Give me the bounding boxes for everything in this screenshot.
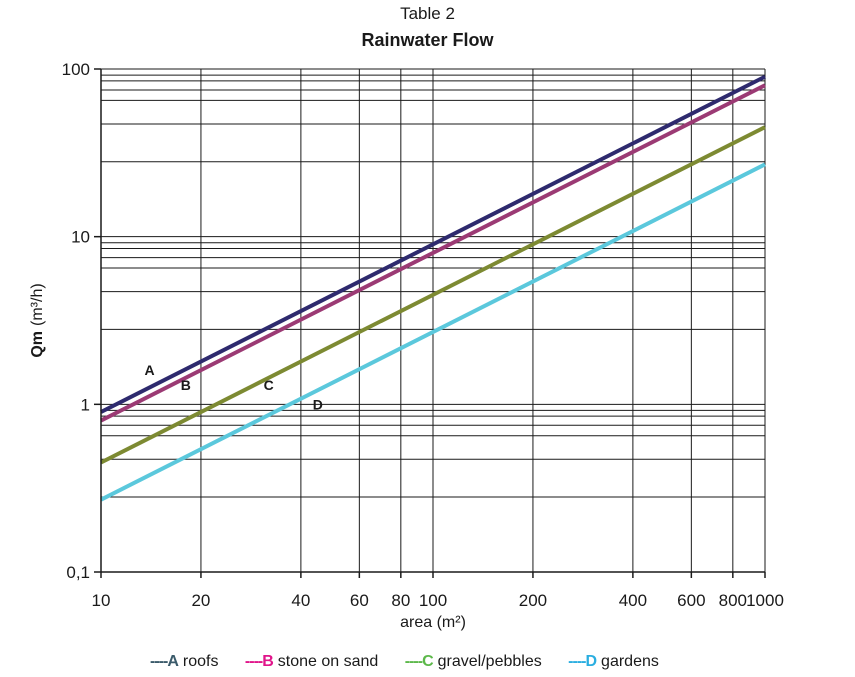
y-tick-label: 10 xyxy=(71,228,90,247)
chart-title: Table 2 xyxy=(400,4,455,23)
legend-label-b: stone on sand xyxy=(277,653,379,670)
x-tick-label: 40 xyxy=(291,591,310,610)
series-label-a: A xyxy=(144,362,154,378)
x-axis-label: area (m²) xyxy=(400,614,466,631)
legend-label-c: gravel/pebbles xyxy=(437,653,542,670)
axes: 0,1 1 10 100 10 20 40 60 80 100 200 400 600 800 1000 ar… xyxy=(29,60,784,631)
legend: ----A roofs ----B stone on sand ----C grave… xyxy=(150,653,681,671)
x-tick-label: 20 xyxy=(191,591,210,610)
x-tick-label: 10 xyxy=(92,591,111,610)
legend-dash-d: ---- xyxy=(568,653,586,670)
series-label-d: D xyxy=(313,396,323,412)
legend-item-a: ----A roofs xyxy=(150,653,218,671)
legend-item-d: ----D gardens xyxy=(568,653,659,671)
x-tick-label: 1000 xyxy=(746,591,784,610)
x-tick-label: 100 xyxy=(419,591,447,610)
y-axis-label-unit: (m³/h) xyxy=(29,283,46,326)
series-line-d xyxy=(100,162,766,502)
series-line-a xyxy=(100,74,766,414)
legend-key-d: D xyxy=(585,653,598,670)
y-tick-label: 0,1 xyxy=(66,563,90,582)
x-tick-label: 400 xyxy=(619,591,647,610)
x-tick-label: 600 xyxy=(677,591,705,610)
y-tick-label: 100 xyxy=(62,60,90,79)
legend-key-c: C xyxy=(422,653,434,670)
legend-key-b: B xyxy=(262,653,274,670)
x-tick-label: 200 xyxy=(519,591,547,610)
series-layer: A B C D xyxy=(100,74,766,502)
legend-key-a: A xyxy=(167,653,179,670)
y-axis-label-quantity: Qm xyxy=(29,331,46,358)
legend-item-c: ----C gravel/pebbles xyxy=(405,653,542,671)
series-line-c xyxy=(100,125,766,465)
legend-dash-c: ---- xyxy=(404,653,423,670)
rainwater-flow-chart: A B C D 0,1 1 10 100 10 20 40 60 80 100 200 400 600 800 1… xyxy=(29,60,784,631)
chart-subtitle: Rainwater Flow xyxy=(361,30,494,50)
y-tick-label: 1 xyxy=(81,395,90,414)
series-label-c: C xyxy=(264,377,274,393)
legend-item-b: ----B stone on sand xyxy=(245,653,378,671)
series-line-b xyxy=(100,83,766,423)
grid xyxy=(100,68,766,573)
y-axis-label: Qm (m³/h) xyxy=(29,283,46,357)
x-tick-label: 80 xyxy=(391,591,410,610)
legend-dash-b: ---- xyxy=(244,653,263,670)
series-label-b: B xyxy=(181,377,191,393)
legend-label-a: roofs xyxy=(182,653,219,670)
x-tick-label: 60 xyxy=(350,591,369,610)
legend-label-d: gardens xyxy=(601,653,659,670)
legend-dash-a: ---- xyxy=(150,653,168,670)
x-tick-label: 800 xyxy=(719,591,747,610)
